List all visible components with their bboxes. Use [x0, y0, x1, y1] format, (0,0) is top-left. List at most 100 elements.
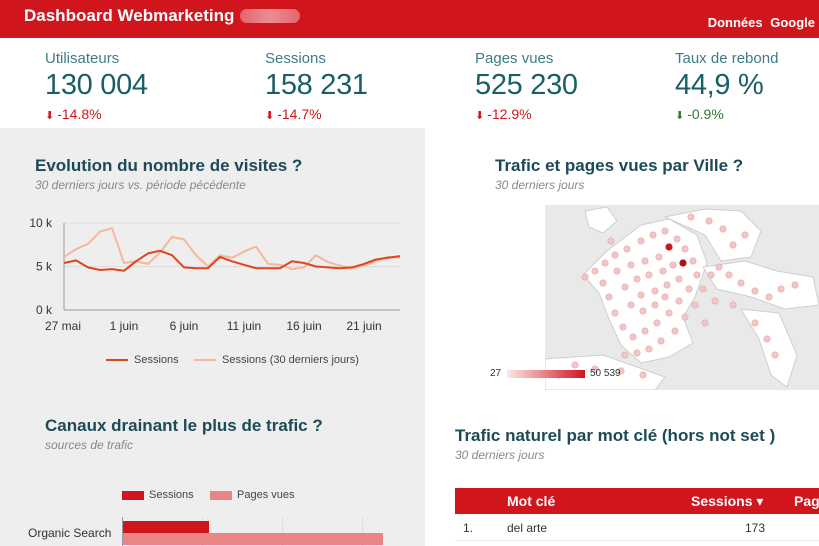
- city-marker[interactable]: [705, 217, 713, 225]
- city-marker[interactable]: [693, 271, 701, 279]
- arrow-down-icon: ⬇: [265, 110, 275, 122]
- visits-subtitle: 30 derniers jours vs. période pécédente: [35, 178, 246, 192]
- link-donnees[interactable]: Données: [707, 15, 763, 30]
- y-tick-label: 0 k: [36, 303, 53, 317]
- city-marker[interactable]: [777, 285, 785, 293]
- city-marker[interactable]: [657, 337, 665, 345]
- city-marker[interactable]: [641, 257, 649, 265]
- city-marker[interactable]: [633, 275, 641, 283]
- city-marker[interactable]: [737, 279, 745, 287]
- city-marker[interactable]: [741, 231, 749, 239]
- city-marker[interactable]: [725, 271, 733, 279]
- city-marker[interactable]: [661, 227, 669, 235]
- city-marker[interactable]: [663, 281, 671, 289]
- kpi-pages-vues: Pages vues 525 230 ⬇ -12.9%: [475, 50, 578, 122]
- city-marker[interactable]: [701, 319, 709, 327]
- city-marker[interactable]: [655, 253, 663, 261]
- city-marker[interactable]: [675, 297, 683, 305]
- city-marker[interactable]: [607, 237, 615, 245]
- city-marker[interactable]: [699, 285, 707, 293]
- city-marker[interactable]: [605, 293, 613, 301]
- city-marker[interactable]: [719, 225, 727, 233]
- link-google[interactable]: Google: [770, 15, 815, 30]
- city-marker[interactable]: [691, 301, 699, 309]
- col-pages[interactable]: Pag: [794, 493, 819, 509]
- city-marker[interactable]: [645, 345, 653, 353]
- city-marker[interactable]: [613, 267, 621, 275]
- city-marker[interactable]: [653, 319, 661, 327]
- bar-organic-sessions[interactable]: [123, 521, 209, 533]
- city-marker[interactable]: [689, 257, 697, 265]
- city-marker[interactable]: [611, 251, 619, 259]
- city-marker[interactable]: [711, 297, 719, 305]
- col-mot-cle[interactable]: Mot clé: [507, 493, 556, 509]
- city-marker[interactable]: [639, 371, 647, 379]
- city-marker[interactable]: [571, 361, 579, 369]
- map-shapes: [545, 206, 819, 390]
- city-marker[interactable]: [645, 271, 653, 279]
- city-marker-major[interactable]: [665, 243, 673, 251]
- city-marker[interactable]: [681, 313, 689, 321]
- city-marker[interactable]: [771, 351, 779, 359]
- city-marker[interactable]: [591, 365, 599, 373]
- city-marker[interactable]: [629, 333, 637, 341]
- city-marker[interactable]: [623, 245, 631, 253]
- city-marker[interactable]: [765, 293, 773, 301]
- arrow-down-icon: ⬇: [475, 110, 485, 122]
- city-marker[interactable]: [707, 271, 715, 279]
- city-marker[interactable]: [681, 245, 689, 253]
- city-marker[interactable]: [729, 241, 737, 249]
- city-marker[interactable]: [637, 291, 645, 299]
- city-marker[interactable]: [591, 267, 599, 275]
- city-marker[interactable]: [673, 235, 681, 243]
- city-marker[interactable]: [651, 287, 659, 295]
- col-sessions[interactable]: Sessions ▾: [691, 493, 764, 509]
- city-marker[interactable]: [751, 287, 759, 295]
- city-marker[interactable]: [601, 259, 609, 267]
- kpi-label: Pages vues: [475, 50, 554, 67]
- city-marker[interactable]: [621, 351, 629, 359]
- table-row[interactable]: 1. del arte 173: [455, 515, 819, 541]
- city-marker[interactable]: [627, 261, 635, 269]
- kpi-delta-value: -14.8%: [57, 106, 102, 122]
- city-marker[interactable]: [599, 279, 607, 287]
- city-marker[interactable]: [715, 263, 723, 271]
- city-marker-major[interactable]: [679, 259, 687, 267]
- city-marker[interactable]: [637, 237, 645, 245]
- city-marker[interactable]: [659, 267, 667, 275]
- x-tick-label: 1 juin: [110, 319, 139, 333]
- city-marker[interactable]: [685, 285, 693, 293]
- kpi-label: Sessions: [265, 50, 326, 67]
- city-marker[interactable]: [639, 307, 647, 315]
- city-map[interactable]: [545, 205, 819, 390]
- city-marker[interactable]: [661, 293, 669, 301]
- city-marker[interactable]: [641, 327, 649, 335]
- city-marker[interactable]: [669, 261, 677, 269]
- city-marker[interactable]: [649, 231, 657, 239]
- city-marker[interactable]: [751, 319, 759, 327]
- keywords-table-header: Mot clé Sessions ▾ Pag: [455, 488, 819, 514]
- row-keyword: del arte: [507, 521, 548, 535]
- visits-line-chart: 10 k 5 k 0 k 27 mai 1 juin 6 juin 11 juin 16 ju…: [29, 216, 401, 333]
- city-marker[interactable]: [581, 273, 589, 281]
- city-marker[interactable]: [651, 301, 659, 309]
- legend-sessions-30: Sessions (30 derniers jours): [194, 354, 359, 366]
- city-marker[interactable]: [729, 301, 737, 309]
- map-uk: [584, 206, 618, 234]
- city-marker[interactable]: [763, 335, 771, 343]
- legend-swatch: [210, 490, 232, 500]
- city-marker[interactable]: [791, 281, 799, 289]
- city-marker[interactable]: [665, 309, 673, 317]
- city-marker[interactable]: [675, 275, 683, 283]
- city-marker[interactable]: [617, 367, 625, 375]
- city-marker[interactable]: [619, 323, 627, 331]
- kpi-delta: ⬇ -14.8%: [45, 106, 148, 122]
- bar-organic-pages-vues[interactable]: [123, 533, 383, 545]
- city-marker[interactable]: [687, 213, 695, 221]
- city-marker[interactable]: [671, 327, 679, 335]
- city-marker[interactable]: [611, 309, 619, 317]
- city-marker[interactable]: [633, 349, 641, 357]
- city-marker[interactable]: [627, 301, 635, 309]
- kpi-delta-value: -0.9%: [687, 106, 724, 122]
- city-marker[interactable]: [621, 283, 629, 291]
